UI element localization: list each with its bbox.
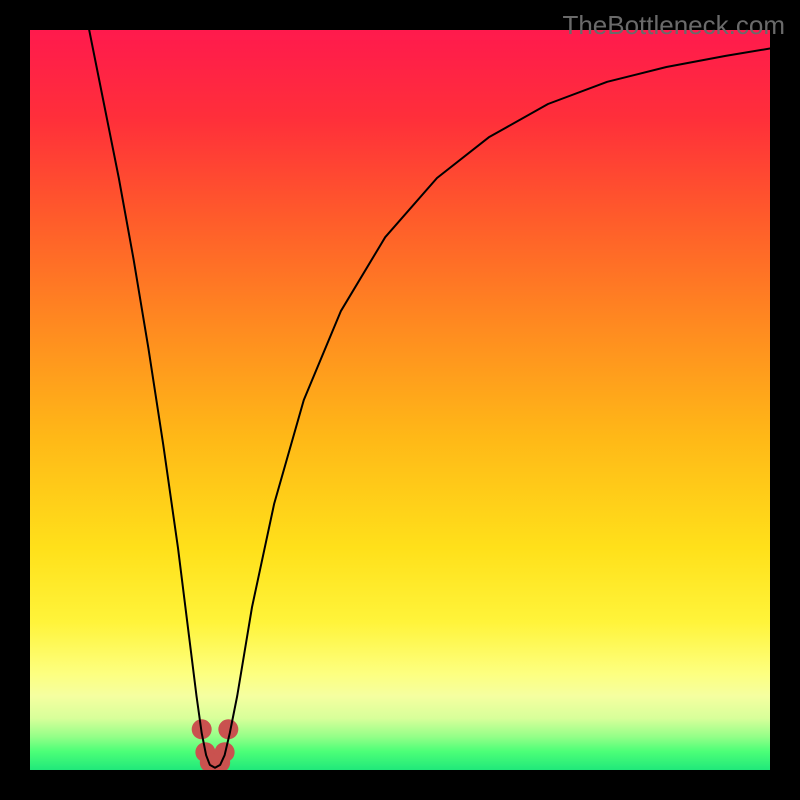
- chart-svg: [30, 30, 770, 770]
- plot-area: [30, 30, 770, 770]
- watermark-text: TheBottleneck.com: [562, 10, 785, 41]
- chart-container: TheBottleneck.com: [0, 0, 800, 800]
- chart-background: [30, 30, 770, 770]
